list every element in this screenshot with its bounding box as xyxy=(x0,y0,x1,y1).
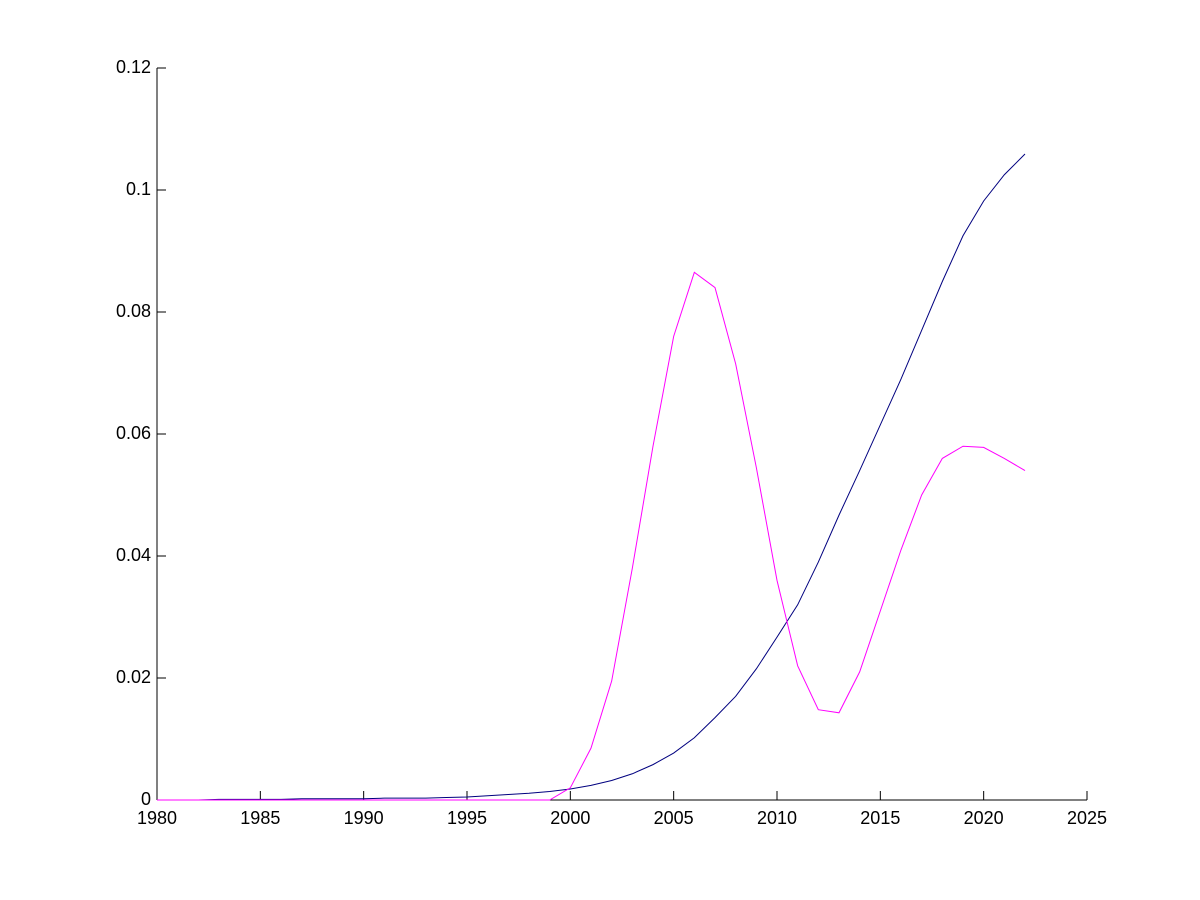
x-tick-label: 1985 xyxy=(240,808,280,828)
y-tick-label: 0 xyxy=(141,789,151,809)
x-tick-label: 2015 xyxy=(860,808,900,828)
y-tick-label: 0.04 xyxy=(116,545,151,565)
x-tick-label: 1990 xyxy=(344,808,384,828)
x-tick-label: 1980 xyxy=(137,808,177,828)
x-tick-label: 2025 xyxy=(1067,808,1107,828)
y-tick-label: 0.08 xyxy=(116,301,151,321)
y-tick-label: 0.06 xyxy=(116,423,151,443)
x-tick-label: 2010 xyxy=(757,808,797,828)
x-tick-label: 2020 xyxy=(964,808,1004,828)
y-tick-label: 0.12 xyxy=(116,57,151,77)
x-tick-label: 2000 xyxy=(550,808,590,828)
x-tick-label: 1995 xyxy=(447,808,487,828)
y-tick-label: 0.02 xyxy=(116,667,151,687)
series-line xyxy=(157,271,1026,801)
y-tick-label: 0.1 xyxy=(126,179,151,199)
series-line xyxy=(157,153,1026,801)
x-tick-label: 2005 xyxy=(654,808,694,828)
